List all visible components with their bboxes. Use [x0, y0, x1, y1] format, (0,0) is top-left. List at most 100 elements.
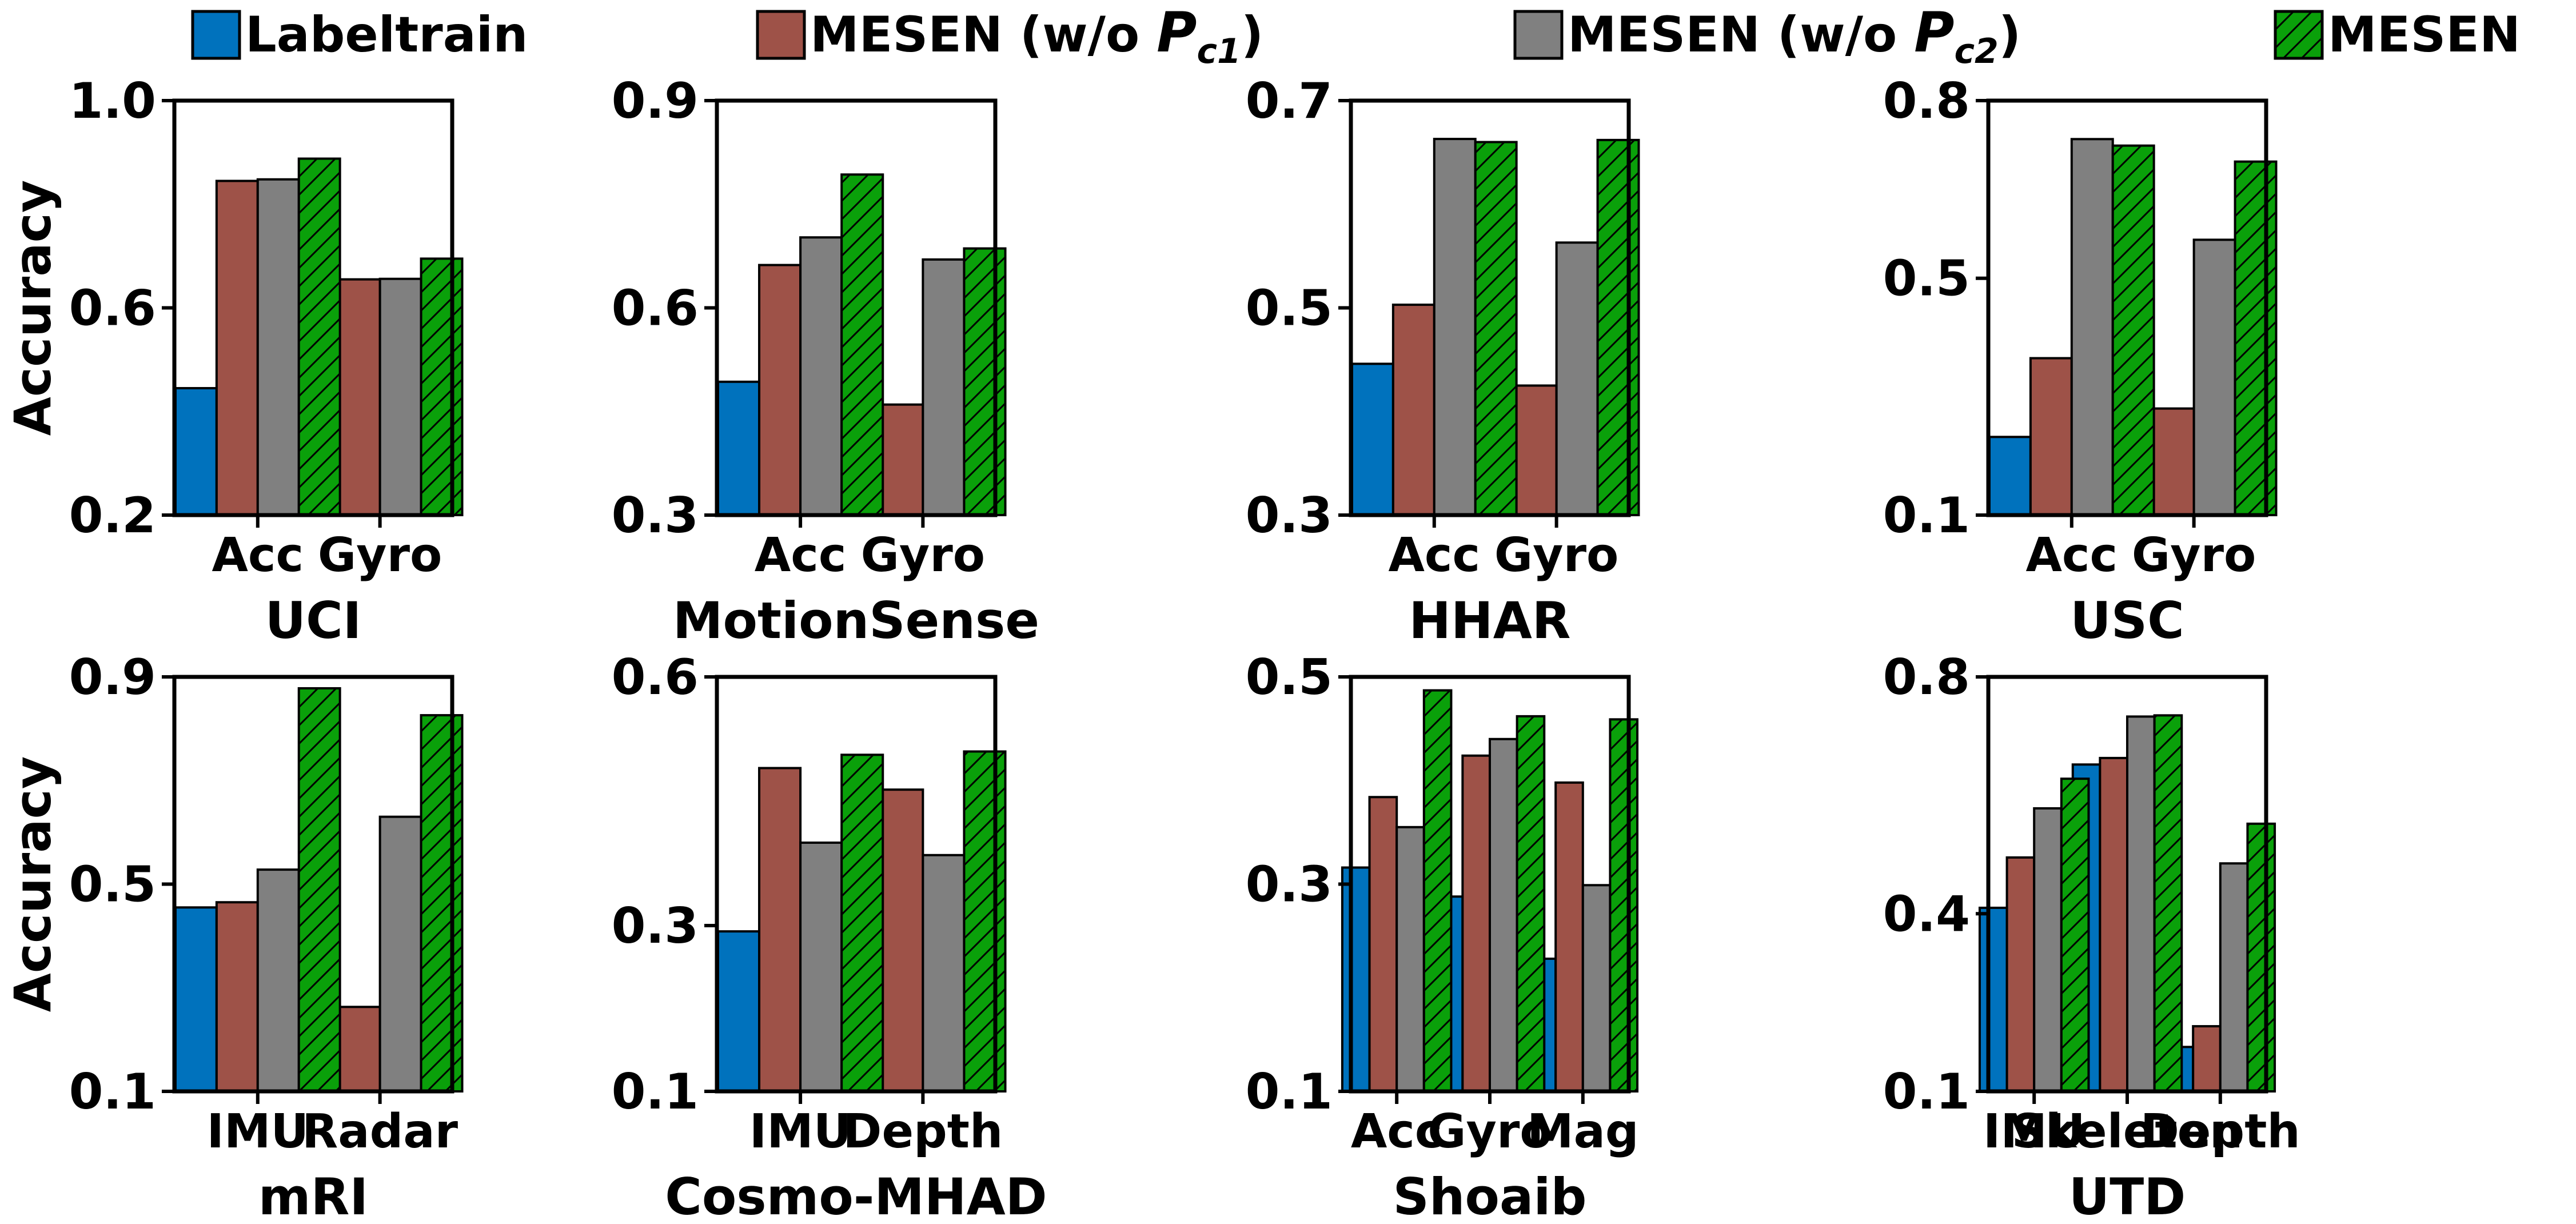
chart-usc: 0.1 0.5 0.8 Acc Gyro USC	[1883, 73, 2278, 650]
bar-mesen-gyro	[963, 247, 1007, 516]
bar-labeltrain-acc	[1350, 362, 1394, 516]
chart-title: UCI	[265, 591, 362, 650]
bar-mesen-w-o-pc2-imu	[2033, 807, 2063, 1093]
bar-mesen-w-o-pc2-acc	[256, 178, 300, 516]
y-tick-label: 0.6	[612, 649, 699, 706]
legend-label-text: MESEN	[2328, 6, 2521, 63]
x-tick-label-imu: IMU	[1983, 1105, 2085, 1159]
y-tick-label: 0.1	[69, 1063, 156, 1121]
y-tick-label: 0.2	[69, 487, 156, 544]
legend-label-text: Labeltrain	[245, 6, 528, 63]
bar-mesen-w-o-pc1-imu	[758, 767, 802, 1093]
legend-label-tail: )	[1999, 6, 2021, 63]
bar-mesen-w-o-pc1-depth	[880, 788, 924, 1093]
y-tick-label: 0.1	[1883, 1063, 1970, 1121]
bar-mesen-w-o-pc2-skeleton	[2126, 715, 2156, 1093]
bar-mesen-w-o-pc2-depth	[2219, 862, 2249, 1093]
bar-mesen-gyro	[1596, 138, 1640, 516]
legend-swatch	[1513, 10, 1564, 60]
bar-mesen-acc	[840, 173, 884, 516]
bar-mesen-w-o-pc1-imu	[215, 901, 259, 1093]
y-tick-label: 0.8	[1883, 73, 1970, 130]
bar-mesen-w-o-pc1-gyro	[1461, 754, 1492, 1093]
bar-mesen-w-o-pc2-imu	[799, 842, 843, 1093]
x-tick-label-gyro: Gyro	[861, 528, 986, 583]
legend-label-math: P	[1914, 1, 1954, 65]
bar-labeltrain-acc	[716, 380, 761, 517]
legend-label-math: P	[1157, 1, 1197, 65]
bar-mesen-imu	[2060, 778, 2090, 1093]
legend-entry-mesen-w-o-c1: MESEN (w/o Pc1)	[756, 1, 1263, 71]
legend-label-subscript: c2	[1954, 31, 1998, 71]
y-tick-label: 0.4	[1883, 886, 1970, 943]
bar-mesen-acc	[297, 157, 341, 516]
bar-mesen-w-o-pc1-acc	[1368, 796, 1398, 1093]
y-tick-label: 0.5	[1246, 649, 1333, 706]
bar-labeltrain-imu	[174, 906, 218, 1093]
bar-labeltrain-imu	[716, 930, 761, 1093]
bar-mesen-gyro	[2234, 160, 2278, 516]
x-tick-label-gyro: Gyro	[1494, 528, 1619, 583]
bar-mesen-w-o-pc2-gyro	[378, 277, 422, 516]
y-tick-label: 0.3	[612, 898, 699, 955]
x-tick-label-depth: Depth	[843, 1105, 1003, 1159]
bar-mesen-radar	[420, 714, 464, 1093]
bar-mesen-w-o-pc1-acc	[2029, 357, 2073, 516]
chart-title: USC	[2070, 591, 2184, 650]
y-tick-label: 0.3	[1246, 856, 1333, 914]
legend-swatch	[191, 10, 241, 60]
bar-mesen-w-o-pc2-radar	[378, 815, 422, 1093]
bar-mesen-w-o-pc1-imu	[2005, 856, 2036, 1093]
plot-frame	[1986, 98, 2268, 517]
legend-label: MESEN (w/o Pc1)	[810, 1, 1263, 71]
bar-mesen-mag	[1609, 718, 1639, 1093]
legend-entry-labeltrainundefined: Labeltrain	[191, 6, 528, 63]
legend-entry-mesen-w-o-c2: MESEN (w/o Pc2)	[1513, 1, 2021, 71]
chart-motionsense: 0.3 0.6 0.9 Acc Gyro MotionSense	[612, 73, 1039, 650]
y-tick-label: 0.1	[1246, 1063, 1333, 1121]
x-tick-label-acc: Acc	[212, 528, 304, 583]
bar-mesen-w-o-pc1-gyro	[337, 278, 381, 516]
bar-mesen-w-o-pc2-acc	[1395, 826, 1425, 1093]
bar-mesen-acc	[2111, 144, 2155, 516]
bar-mesen-w-o-pc1-depth	[2192, 1025, 2222, 1093]
y-tick-label: 0.3	[1246, 487, 1333, 544]
legend-label-text: MESEN (w/o	[810, 6, 1157, 63]
bar-mesen-w-o-pc2-gyro	[922, 258, 966, 516]
bar-mesen-w-o-pc2-gyro	[1489, 737, 1518, 1093]
x-tick-label-acc: Acc	[2025, 528, 2118, 583]
bar-mesen-acc	[1422, 689, 1453, 1093]
bar-mesen-w-o-pc1-acc	[215, 180, 259, 516]
x-tick-label-acc: Acc	[755, 528, 847, 583]
bar-mesen-w-o-pc1-acc	[1391, 304, 1435, 516]
legend-swatch	[756, 10, 806, 60]
chart-uci: 0.2 0.6 1.0 Acc Gyro UCI Accuracy	[3, 73, 464, 650]
x-tick-label-gyro: Gyro	[1427, 1105, 1552, 1159]
y-tick-label: 0.9	[612, 73, 699, 130]
x-tick-label-acc: Acc	[1388, 528, 1480, 583]
x-tick-label-radar: Radar	[302, 1105, 458, 1159]
y-tick-label: 0.6	[612, 280, 699, 337]
y-tick-label: 0.8	[1883, 649, 1970, 706]
legend-label: MESEN	[2328, 6, 2521, 63]
bar-mesen-w-o-pc1-gyro	[2151, 407, 2195, 516]
bar-mesen-gyro	[1516, 715, 1546, 1093]
bar-mesen-w-o-pc1-skeleton	[2099, 756, 2129, 1093]
legend-label: Labeltrain	[245, 6, 528, 63]
plot-frame	[715, 675, 998, 1094]
x-tick-label-imu: IMU	[206, 1105, 309, 1159]
bar-mesen-w-o-pc1-acc	[758, 264, 802, 516]
y-tick-label: 0.5	[1883, 250, 1970, 308]
bar-mesen-w-o-pc2-acc	[1433, 138, 1477, 516]
y-axis-label: Accuracy	[3, 180, 62, 436]
bar-labeltrain-acc	[174, 386, 218, 516]
y-tick-label: 0.7	[1246, 73, 1333, 130]
bar-mesen-gyro	[420, 257, 464, 516]
bar-mesen-w-o-pc2-imu	[256, 868, 300, 1093]
bar-mesen-acc	[1474, 141, 1518, 516]
x-tick-label-imu: IMU	[749, 1105, 852, 1159]
bar-mesen-w-o-pc1-gyro	[1514, 384, 1558, 516]
